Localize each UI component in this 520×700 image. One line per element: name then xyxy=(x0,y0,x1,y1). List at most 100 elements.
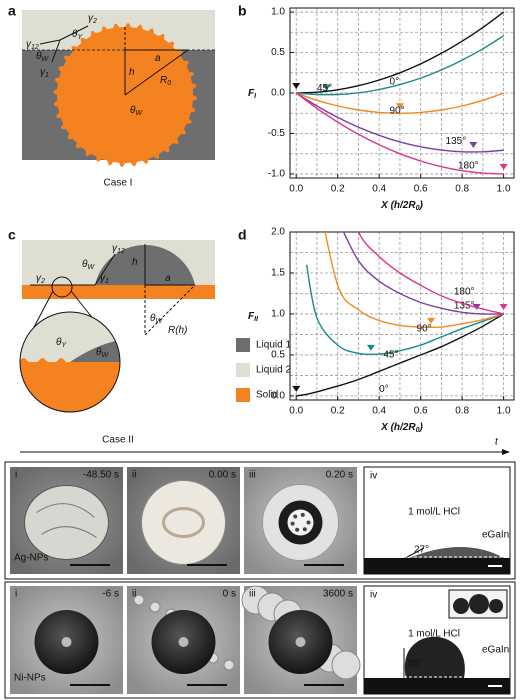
droplet-label: eGaIn xyxy=(482,530,509,541)
symbol-base: R(h) xyxy=(168,325,187,336)
symbol-base: γ xyxy=(36,273,42,284)
arrow-head xyxy=(502,449,510,455)
symbol: γ1 xyxy=(100,273,109,285)
x-tick-label: 0.0 xyxy=(289,406,303,417)
curve-label: 0° xyxy=(390,76,400,87)
y-axis-title: FII xyxy=(248,311,259,323)
y-tick-label: -1.0 xyxy=(268,169,286,180)
x-tick-label: 1.0 xyxy=(497,184,511,195)
symbol: θW xyxy=(82,259,95,271)
curve-label: 45° xyxy=(317,83,332,94)
curve-label: 0° xyxy=(379,384,389,395)
solid-region xyxy=(20,358,120,412)
substrate-label: Ag substrate xyxy=(416,561,473,572)
image-time: 0.00 s xyxy=(209,470,236,481)
image-time: 0 s xyxy=(223,589,236,600)
panel-label: d xyxy=(238,227,247,243)
series-line xyxy=(296,11,505,94)
bubble xyxy=(223,659,235,671)
min-marker xyxy=(499,163,508,170)
symbol: a xyxy=(155,53,161,64)
symbol-base: θ xyxy=(36,51,42,62)
x-tick-label: 0.8 xyxy=(455,184,469,195)
symbol: R0 xyxy=(160,75,171,87)
series-line xyxy=(324,232,504,329)
symbol: γ12 xyxy=(112,243,125,255)
reflection xyxy=(290,521,295,526)
symbol-base: θ xyxy=(150,313,156,324)
symbol-sub: W xyxy=(41,56,49,63)
symbol: θW xyxy=(130,105,143,117)
y-axis-title-sub: II xyxy=(254,316,259,323)
symbol-sub: 1 xyxy=(45,72,49,79)
y-tick-label: -0.5 xyxy=(268,128,286,139)
x-tick-label: 0.6 xyxy=(414,406,428,417)
droplet xyxy=(409,547,504,558)
panel-f-frame xyxy=(4,581,516,699)
legend-swatch xyxy=(236,338,250,352)
sample-name: Ag-NPs xyxy=(14,553,48,564)
symbol: γ2 xyxy=(88,13,97,25)
curve-label: 135° xyxy=(446,136,467,147)
symbol: γ12 xyxy=(26,39,39,51)
curve-label: 90° xyxy=(417,323,432,334)
gamma-arrow xyxy=(51,39,61,63)
x-axis-title: X (h/2R0) xyxy=(380,422,423,434)
series-line xyxy=(305,264,504,356)
symbol-base: γ xyxy=(112,243,118,254)
y-tick-label: 1.5 xyxy=(271,268,285,279)
symbol-base: γ xyxy=(100,273,106,284)
diagram-a xyxy=(22,10,215,167)
symbol: θW xyxy=(36,51,49,63)
x-tick-label: 0.8 xyxy=(455,406,469,417)
image-index: ii xyxy=(132,589,136,600)
image-index: ii xyxy=(132,470,136,481)
droplet xyxy=(404,636,465,678)
reflection xyxy=(293,514,298,519)
symbol-base: a xyxy=(155,53,161,64)
legend-swatch xyxy=(236,363,250,377)
y-tick-label: 0.5 xyxy=(271,350,285,361)
angle-line xyxy=(393,547,425,565)
symbol: γ1 xyxy=(40,67,49,79)
x-tick-label: 0.0 xyxy=(289,184,303,195)
min-marker xyxy=(469,142,478,149)
angle-label: 27° xyxy=(414,545,429,556)
x-tick-label: 0.2 xyxy=(331,184,345,195)
x-axis-title: X (h/2R0) xyxy=(380,200,423,212)
symbol: θY xyxy=(56,337,67,349)
series-line xyxy=(342,232,504,315)
min-marker xyxy=(292,385,301,392)
x-tick-label: 0.4 xyxy=(372,184,386,195)
time-label: t xyxy=(495,437,499,448)
reflection xyxy=(300,512,305,517)
symbol: θW xyxy=(150,313,163,325)
x-tick-label: 0.2 xyxy=(331,406,345,417)
min-marker xyxy=(499,303,508,310)
symbol-base: R xyxy=(160,75,167,86)
image-index: i xyxy=(15,589,17,600)
y-axis-title: FI xyxy=(248,88,257,100)
y-tick-label: 0.0 xyxy=(271,391,285,402)
inset-drop xyxy=(453,598,469,614)
symbol-base: θ xyxy=(72,29,78,40)
droplet-spot xyxy=(295,637,306,647)
symbol-sub: 12 xyxy=(117,248,125,255)
symbol-sub: 2 xyxy=(92,18,97,25)
y-tick-label: 0.0 xyxy=(271,88,285,99)
substrate-label: Ni substrate xyxy=(417,681,471,692)
symbol-base: γ xyxy=(40,67,46,78)
series-line xyxy=(296,35,504,96)
reflection xyxy=(302,527,307,532)
symbol: θY xyxy=(72,29,83,41)
film-ring xyxy=(162,507,205,538)
symbol-base: θ xyxy=(96,347,102,358)
y-tick-label: 2.0 xyxy=(271,227,285,238)
zoom-circle xyxy=(19,311,121,413)
droplet-spot xyxy=(178,637,189,647)
y-tick-label: 1.0 xyxy=(271,309,285,320)
particle-film xyxy=(141,480,226,565)
symbol-sub: W xyxy=(101,352,109,359)
series-line xyxy=(295,92,504,175)
